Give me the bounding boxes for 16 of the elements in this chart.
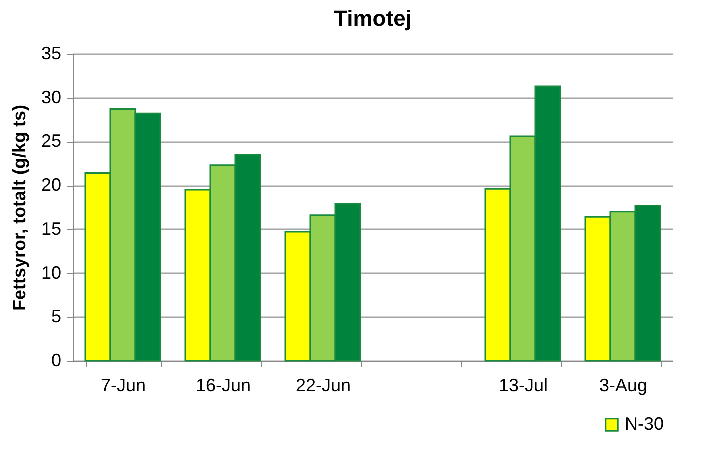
x-tick-label: 13-Jul xyxy=(498,376,548,396)
y-tick-label: 25 xyxy=(41,131,62,152)
y-tick-label: 0 xyxy=(51,350,62,370)
x-tick-label: 7-Jun xyxy=(100,376,146,396)
y-tick-label: 35 xyxy=(41,44,62,64)
chart-title: Timotej xyxy=(334,6,412,31)
x-tick-label: 3-Aug xyxy=(599,376,648,396)
y-tick-label: 5 xyxy=(51,306,62,327)
y-tick-label: 30 xyxy=(41,87,62,108)
y-tick-label: 15 xyxy=(41,218,62,239)
legend-label: N-30 xyxy=(625,414,664,434)
y-axis-title: Fettsyror, totalt (g/kg ts) xyxy=(9,104,30,312)
y-tick-label: 10 xyxy=(41,262,62,283)
y-tick-label: 20 xyxy=(41,175,62,196)
x-tick-label: 16-Jun xyxy=(196,376,252,396)
x-tick-label: 22-Jun xyxy=(296,376,352,396)
